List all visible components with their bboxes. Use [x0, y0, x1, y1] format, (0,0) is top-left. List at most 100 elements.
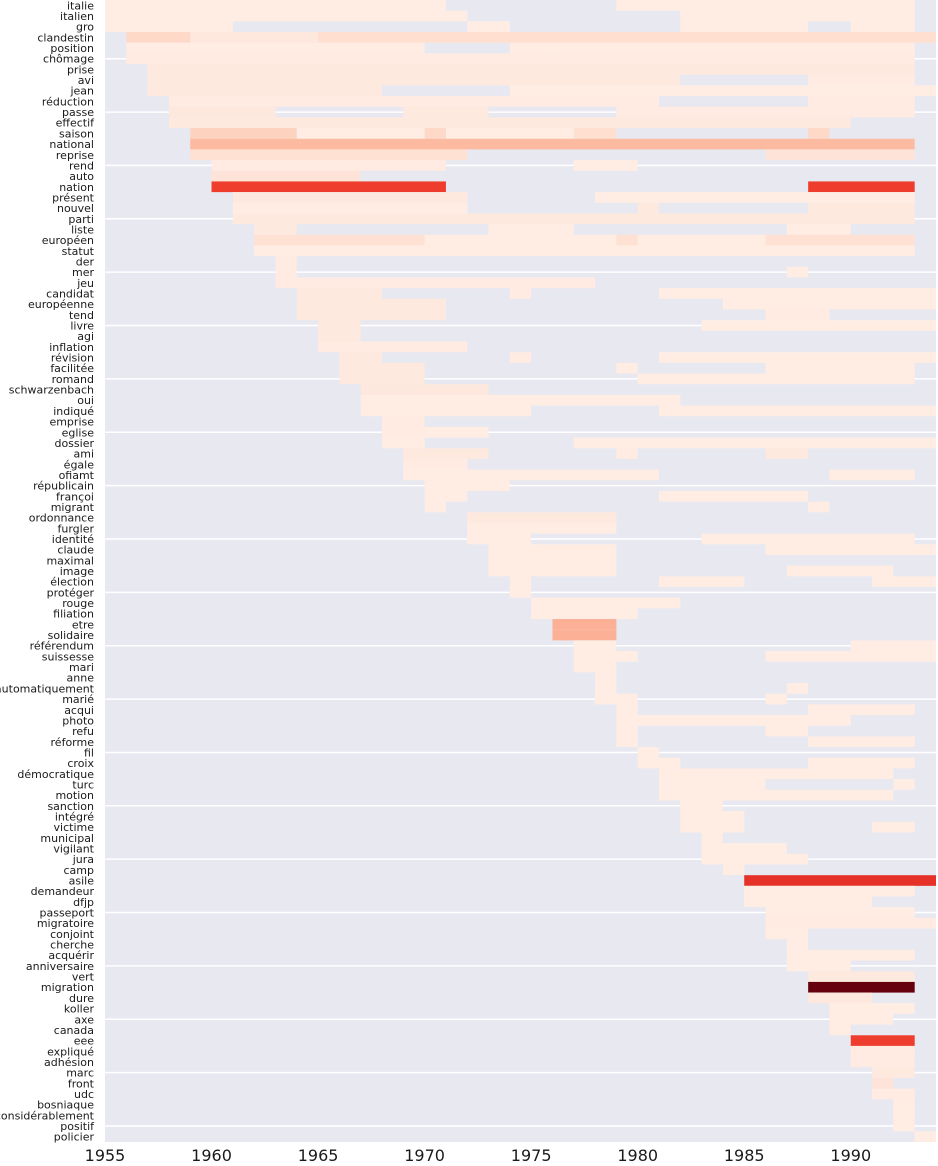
heatmap-cell-fil	[637, 747, 659, 758]
heatmap-cell-der	[275, 256, 297, 267]
heatmap-cell-rend	[211, 160, 446, 171]
x-tick-label: 1960	[191, 1146, 232, 1165]
heatmap-cell-front	[872, 1077, 894, 1089]
heatmap-cell-position	[126, 42, 425, 54]
heatmap-cell-européen	[254, 234, 425, 246]
y-tick-label: statut	[62, 245, 95, 258]
heatmap-cell-victime	[872, 821, 915, 833]
y-tick-label: effectif	[56, 117, 96, 130]
heatmap-cell-schwarzenbach	[360, 384, 489, 395]
heatmap-cell-vigilant	[701, 843, 787, 854]
heatmap-cell-migratoire	[765, 917, 936, 929]
y-tick-label: udc	[74, 1088, 94, 1101]
heatmap-cell-référendum	[850, 640, 936, 652]
y-tick-label: migrant	[51, 501, 95, 514]
y-tick-label: réduction	[42, 95, 94, 108]
heatmap-cell-jura	[701, 853, 809, 865]
y-tick-label: mari	[69, 661, 94, 674]
y-tick-label: acquérir	[48, 949, 94, 962]
heatmap-cell-candidat	[296, 288, 382, 299]
y-tick-label: sanction	[47, 800, 94, 813]
heatmap-cell-clandestin	[318, 32, 937, 43]
y-tick-label: policier	[54, 1131, 95, 1144]
y-tick-label: oui	[77, 394, 94, 407]
heatmap-cell-migrant	[808, 501, 830, 513]
heatmap-cell-filiation	[531, 608, 638, 620]
y-tick-label: cherche	[50, 939, 94, 952]
y-tick-label: der	[76, 255, 95, 268]
y-tick-label: européenne	[28, 298, 94, 311]
heatmap-cell-eglise	[382, 426, 425, 438]
heatmap-cell-reprise	[190, 149, 468, 161]
heatmap-cell-koller	[829, 1003, 915, 1014]
heatmap-cell-acqui	[808, 704, 915, 716]
y-tick-label: dure	[69, 992, 94, 1005]
heatmap-cell-démocratique	[659, 768, 894, 780]
heatmap-cell-croix	[637, 757, 681, 769]
heatmap-cell-migrant	[424, 501, 446, 513]
heatmap-cell-policier	[914, 1131, 936, 1142]
heatmap-cell-tend	[765, 309, 830, 321]
y-tick-label: mer	[72, 266, 94, 279]
y-tick-label: refu	[72, 725, 94, 738]
heatmap-cell-asile	[744, 875, 936, 886]
heatmap-cell-jean	[509, 85, 936, 97]
heatmap-cell-furgler	[467, 522, 617, 534]
heatmap-cell-saison	[424, 128, 446, 139]
heatmap-cell-gro	[850, 21, 915, 33]
heatmap-cell-dure	[808, 992, 873, 1004]
heatmap-cell-acqui	[616, 704, 638, 716]
heatmap-cell-élection	[509, 576, 532, 588]
y-tick-label: passe	[62, 106, 94, 119]
y-tick-label: position	[50, 42, 94, 55]
y-tick-label: claude	[57, 544, 94, 557]
heatmap-cell-identité	[467, 533, 532, 545]
heatmap-cell-acquérir	[786, 949, 915, 961]
y-tick-label: liste	[71, 223, 94, 236]
heatmap-cell-rouge	[531, 597, 681, 609]
heatmap-cell-romand	[339, 373, 425, 385]
heatmap-cell-auto	[211, 170, 361, 182]
y-tick-label: maximal	[46, 554, 94, 567]
y-tick-label: turc	[72, 778, 94, 791]
y-tick-label: nation	[59, 181, 94, 194]
heatmap-cell-européenne	[722, 298, 936, 310]
heatmap-cell-ordonnance	[467, 512, 617, 523]
heatmap-cell-gro	[467, 21, 510, 33]
heatmap-cell-facilitée	[339, 362, 425, 374]
heatmap-cell-facilitée	[616, 362, 638, 374]
heatmap-cell-nation	[808, 181, 915, 193]
heatmap-cell-clandestin	[190, 32, 319, 43]
heatmap-cell-nouvel	[637, 202, 659, 214]
y-tick-label: asile	[69, 875, 95, 888]
y-tick-label: italien	[60, 10, 94, 23]
heatmap-cell-marc	[872, 1067, 915, 1078]
heatmap-cell-automatiquement	[786, 683, 809, 694]
heatmap-cell-anniversaire	[786, 960, 851, 972]
heatmap-cell-jean	[147, 85, 382, 97]
heatmap-cell-etre	[552, 619, 617, 630]
y-tick-label: migration	[41, 981, 94, 994]
heatmap-cell-refu	[765, 725, 809, 737]
y-tick-label: facilitée	[50, 362, 94, 375]
heatmap-cell-avi	[147, 74, 681, 86]
heatmap-cell-municipal	[701, 832, 723, 844]
heatmap-cell-élection	[659, 576, 745, 588]
heatmap-cell-italien	[680, 10, 915, 22]
x-tick-label: 1965	[298, 1146, 339, 1165]
heatmap-cell-révision	[339, 352, 382, 363]
heatmap-cell-marié	[595, 693, 638, 705]
y-tick-label: démocratique	[17, 768, 94, 781]
y-tick-labels: italieitaliengroclandestinpositionchômag…	[0, 0, 95, 1144]
heatmap-cell-européenne	[296, 298, 446, 310]
heatmap-cell-vert	[808, 971, 915, 982]
heatmap-cell-réduction	[168, 96, 660, 107]
heatmap-cell-croix	[808, 757, 915, 769]
heatmap-cell-agi	[318, 330, 361, 342]
heatmap-cell-image	[786, 565, 894, 577]
y-tick-label: fil	[84, 746, 94, 759]
y-tick-label: filiation	[53, 608, 94, 621]
heatmap-cell-turc	[659, 779, 766, 790]
y-tick-label: image	[60, 565, 94, 578]
heatmap-cell-axe	[829, 1013, 894, 1025]
